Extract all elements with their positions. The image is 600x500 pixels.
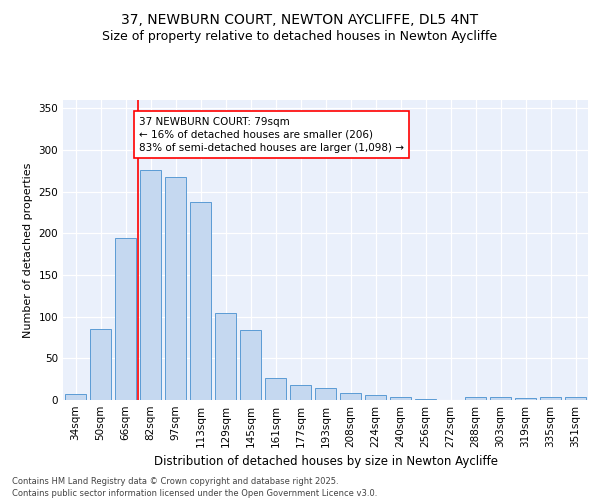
Bar bbox=[390, 396, 411, 400]
Bar bbox=[540, 396, 561, 400]
Bar bbox=[315, 388, 336, 400]
Bar bbox=[90, 329, 111, 400]
X-axis label: Distribution of detached houses by size in Newton Aycliffe: Distribution of detached houses by size … bbox=[154, 456, 497, 468]
Bar bbox=[115, 238, 136, 400]
Bar bbox=[365, 395, 386, 400]
Bar bbox=[240, 330, 261, 400]
Y-axis label: Number of detached properties: Number of detached properties bbox=[23, 162, 33, 338]
Bar bbox=[465, 396, 486, 400]
Bar bbox=[565, 396, 586, 400]
Text: 37, NEWBURN COURT, NEWTON AYCLIFFE, DL5 4NT: 37, NEWBURN COURT, NEWTON AYCLIFFE, DL5 … bbox=[121, 12, 479, 26]
Bar bbox=[215, 314, 236, 400]
Text: Size of property relative to detached houses in Newton Aycliffe: Size of property relative to detached ho… bbox=[103, 30, 497, 43]
Bar bbox=[340, 394, 361, 400]
Bar bbox=[415, 399, 436, 400]
Bar bbox=[65, 394, 86, 400]
Bar bbox=[515, 398, 536, 400]
Bar bbox=[190, 202, 211, 400]
Bar bbox=[265, 378, 286, 400]
Text: 37 NEWBURN COURT: 79sqm
← 16% of detached houses are smaller (206)
83% of semi-d: 37 NEWBURN COURT: 79sqm ← 16% of detache… bbox=[139, 116, 404, 153]
Bar bbox=[290, 385, 311, 400]
Bar bbox=[140, 170, 161, 400]
Bar bbox=[165, 176, 186, 400]
Bar bbox=[490, 396, 511, 400]
Text: Contains HM Land Registry data © Crown copyright and database right 2025.
Contai: Contains HM Land Registry data © Crown c… bbox=[12, 476, 377, 498]
